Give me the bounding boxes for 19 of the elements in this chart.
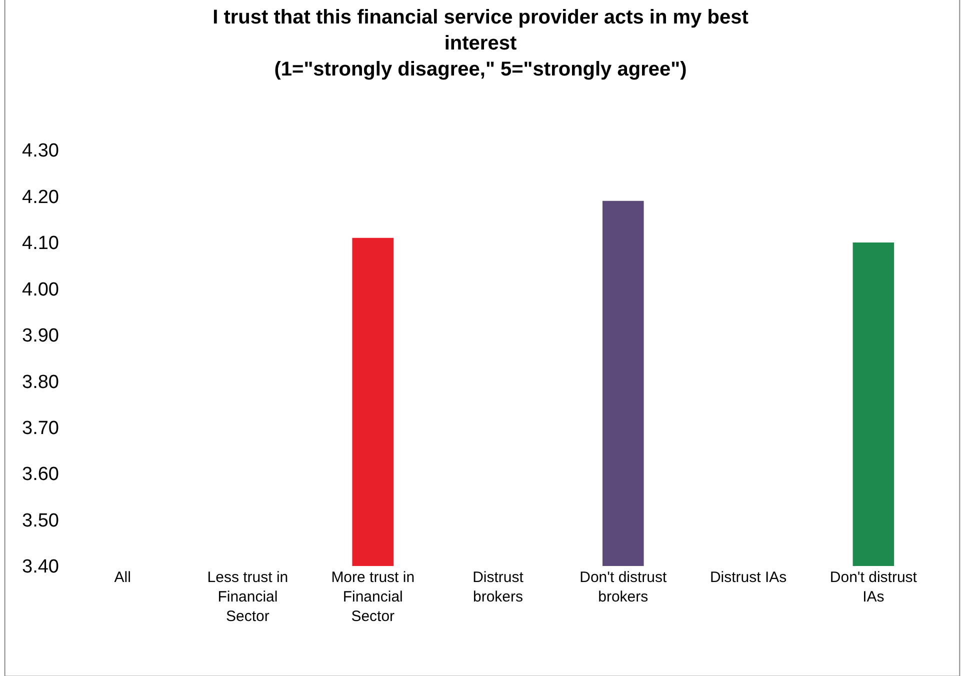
x-tick-label: Don't distrust IAs <box>830 569 918 606</box>
y-tick-label: 3.70 <box>22 418 59 439</box>
y-tick-label: 4.30 <box>22 140 59 162</box>
x-tick-label: Don't distrust brokers <box>580 569 668 606</box>
y-tick-label: 3.90 <box>22 326 59 347</box>
x-tick-label: Distrust IAs <box>710 569 787 586</box>
x-tick-label: Distrust brokers <box>472 569 524 606</box>
y-tick-label: 3.50 <box>22 510 59 532</box>
chart-title: I trust that this financial service provider acts in my best interest <box>212 6 749 55</box>
y-tick-label: 4.00 <box>22 279 59 300</box>
y-tick-label: 3.80 <box>22 372 59 393</box>
y-tick-label: 4.10 <box>22 233 59 254</box>
x-tick-label: More trust in Financial Sector <box>331 569 415 625</box>
y-tick-label: 3.60 <box>22 464 59 486</box>
chart-subtitle: (1="strongly disagree," 5="strongly agree") <box>274 58 687 81</box>
x-tick-label: Less trust in Financial Sector <box>207 569 288 625</box>
x-tick-label: All <box>114 569 131 586</box>
y-tick-label: 3.40 <box>22 556 59 578</box>
y-tick-label: 4.20 <box>22 186 59 208</box>
